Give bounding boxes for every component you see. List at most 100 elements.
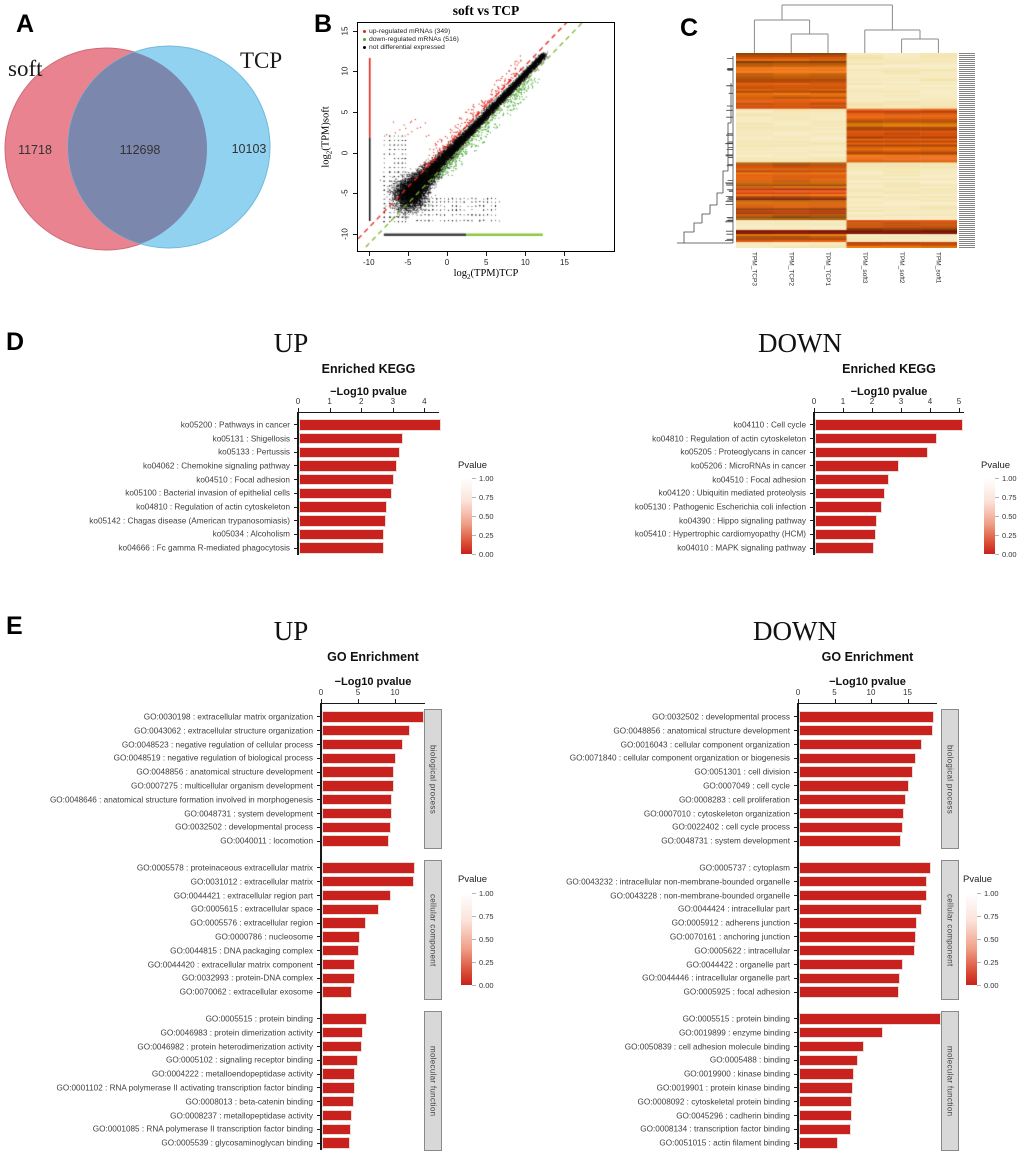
- go_down-bar: [799, 944, 916, 957]
- scatter-legend: up-regulated mRNAs (349) down-regulated m…: [363, 27, 459, 51]
- kegg_down-colorbar-tick-mark: [995, 516, 999, 517]
- go_down-y-tick-mark: [793, 1142, 797, 1144]
- kegg_down-y-tick-mark: [809, 547, 813, 549]
- go_up-bar: [322, 752, 396, 765]
- kegg_down-x-tick-label: 3: [898, 397, 904, 406]
- kegg_up-x-tick-label: 0: [295, 397, 301, 406]
- y-tick-label: -10: [340, 227, 350, 240]
- venn-right-set-label: TCP: [240, 48, 282, 73]
- x-tick-label: 15: [560, 258, 569, 267]
- go_up-colorbar-title: Pvalue: [458, 874, 488, 885]
- kegg_down-bar: [815, 460, 900, 472]
- go_down-bar-label: GO:0019899 : enzyme binding: [678, 1028, 790, 1038]
- kegg_up-y-tick-mark: [293, 424, 297, 426]
- go_up-bar-label: GO:0005515 : protein binding: [205, 1014, 313, 1024]
- go_up-bar: [322, 875, 414, 888]
- go_down-bar-label: GO:0005737 : cytoplasm: [699, 863, 790, 873]
- go_up-bar-label: GO:0005576 : extracellular region: [190, 918, 313, 928]
- go_down-bar-label: GO:0051015 : actin filament binding: [659, 1138, 790, 1148]
- kegg_down-y-axis-line: [813, 412, 815, 555]
- go_down-y-tick-mark: [793, 991, 797, 993]
- go_up-colorbar-tick-label: 0.00: [479, 981, 494, 990]
- go_up-colorbar-tick-label: 0.25: [479, 958, 494, 967]
- legend-dot-icon: [363, 45, 366, 49]
- panel-label-c: C: [680, 14, 699, 42]
- kegg_up-bar: [299, 432, 404, 445]
- go_up-bar-label: GO:0044815 : DNA packaging complex: [170, 946, 313, 956]
- kegg_up-colorbar-tick-label: 0.75: [479, 493, 494, 502]
- kegg_down-y-tick-mark: [809, 451, 813, 453]
- kegg_down-x-axis-line: [814, 412, 964, 414]
- kegg_down-x-axis-label: −Log10 pvalue: [850, 386, 928, 398]
- legend-dot-icon: [363, 37, 366, 41]
- kegg_up-y-tick-mark: [293, 547, 297, 549]
- go_down-bar: [799, 752, 916, 765]
- go_down-colorbar-tick-mark: [977, 893, 981, 894]
- kegg_up-y-tick-mark: [293, 492, 297, 494]
- heatmap-column-label: TPM_soft1: [934, 252, 942, 284]
- go_up-group-strip-2: molecular function: [424, 1011, 442, 1151]
- kegg_down-bar: [815, 419, 963, 431]
- go_down-bar: [799, 793, 906, 806]
- go_up-y-axis-line: [320, 703, 322, 1150]
- y-tick-mark: [353, 233, 357, 235]
- go_up-colorbar-tick-label: 1.00: [479, 889, 494, 898]
- go_down-y-tick-mark: [793, 1128, 797, 1130]
- go_down-bar: [799, 738, 922, 751]
- go_down-y-tick-mark: [793, 964, 797, 965]
- kegg_up-bar: [299, 473, 394, 486]
- go_down-bar-label: GO:0070161 : anchoring junction: [669, 932, 790, 942]
- go_down-x-tick-label: 15: [903, 688, 912, 697]
- kegg_down-colorbar-tick-mark: [995, 478, 999, 479]
- go_down-bar: [799, 903, 922, 916]
- kegg_down-bar: [815, 487, 885, 500]
- kegg_down-x-tick-label: 4: [927, 397, 933, 406]
- kegg_up-bar-label: ko04510 : Focal adhesion: [196, 475, 290, 485]
- kegg_up-bar: [299, 501, 388, 513]
- go_up-bar-label: GO:0048646 : anatomical structure format…: [49, 795, 313, 805]
- go_up-chart-title: GO Enrichment: [327, 650, 419, 664]
- go_up-y-tick-mark: [316, 1142, 320, 1144]
- go_down-y-tick-mark: [793, 1087, 797, 1089]
- kegg_down-x-tick-label: 2: [869, 397, 875, 406]
- legend-entry-label: down-regulated mRNAs (516): [369, 35, 459, 43]
- go_down-y-tick-mark: [793, 977, 797, 979]
- kegg_down-bar-label: ko05206 : MicroRNAs in cancer: [690, 461, 806, 471]
- kegg_up-bar-label: ko05034 : Alcoholism: [212, 529, 290, 539]
- kegg_down-y-tick-mark: [809, 479, 813, 481]
- venn-overlap-region: [68, 48, 207, 248]
- go_down-bar: [799, 958, 903, 971]
- go_up-bar-label: GO:0046983 : protein dimerization activi…: [160, 1028, 313, 1038]
- go_up-y-tick-mark: [316, 908, 320, 910]
- panel-label-e: E: [6, 612, 23, 640]
- kegg_up-bar: [299, 515, 386, 527]
- go_down-bar-label: GO:0032502 : developmental process: [652, 712, 790, 722]
- go_up-y-tick-mark: [316, 1073, 320, 1075]
- go_up-colorbar-tick-label: 0.50: [479, 935, 494, 944]
- heatmap-column-label: TPM_TCP3: [750, 252, 758, 286]
- kegg_down-bar-label: ko05130 : Pathogenic Escherichia coli in…: [634, 502, 806, 512]
- go_down-bar-label: GO:0051301 : cell division: [694, 767, 790, 777]
- kegg_up-x-tick-label: 4: [422, 397, 427, 406]
- heatmap-column-label: TPM_soft3: [860, 252, 868, 284]
- kegg_up-colorbar-tick-label: 0.00: [479, 550, 494, 559]
- go_down-bar-label: GO:0005912 : adherens junction: [671, 918, 790, 928]
- go_up-bar-label: GO:0005615 : extracellular space: [191, 904, 313, 914]
- kegg_down-x-tick-mark: [930, 407, 931, 412]
- kegg_up-colorbar-tick-mark: [472, 478, 476, 479]
- go_down-y-tick-mark: [793, 785, 797, 787]
- kegg_down-x-tick-label: 0: [811, 397, 817, 406]
- go_down-bar: [799, 1137, 838, 1149]
- kegg_down-colorbar-tick-label: 0.25: [1002, 531, 1017, 540]
- scatter-x-axis-label: log2(TPM)TCP: [453, 268, 519, 282]
- kegg_down-bar-label: ko04010 : MAPK signaling pathway: [677, 543, 806, 553]
- kegg_up-colorbar-tick-mark: [472, 516, 476, 517]
- x-tick-mark: [447, 252, 449, 256]
- go_down-group-strip-1: cellular component: [941, 860, 959, 1000]
- go_up-y-tick-mark: [316, 1059, 320, 1061]
- y-tick-label: -5: [340, 189, 350, 197]
- go_up-x-tick-mark: [395, 698, 396, 703]
- kegg_down-x-tick-mark: [814, 407, 815, 412]
- go_down-bar-label: GO:0044446 : intracellular organelle par…: [642, 973, 790, 983]
- x-tick-label: 5: [483, 258, 489, 267]
